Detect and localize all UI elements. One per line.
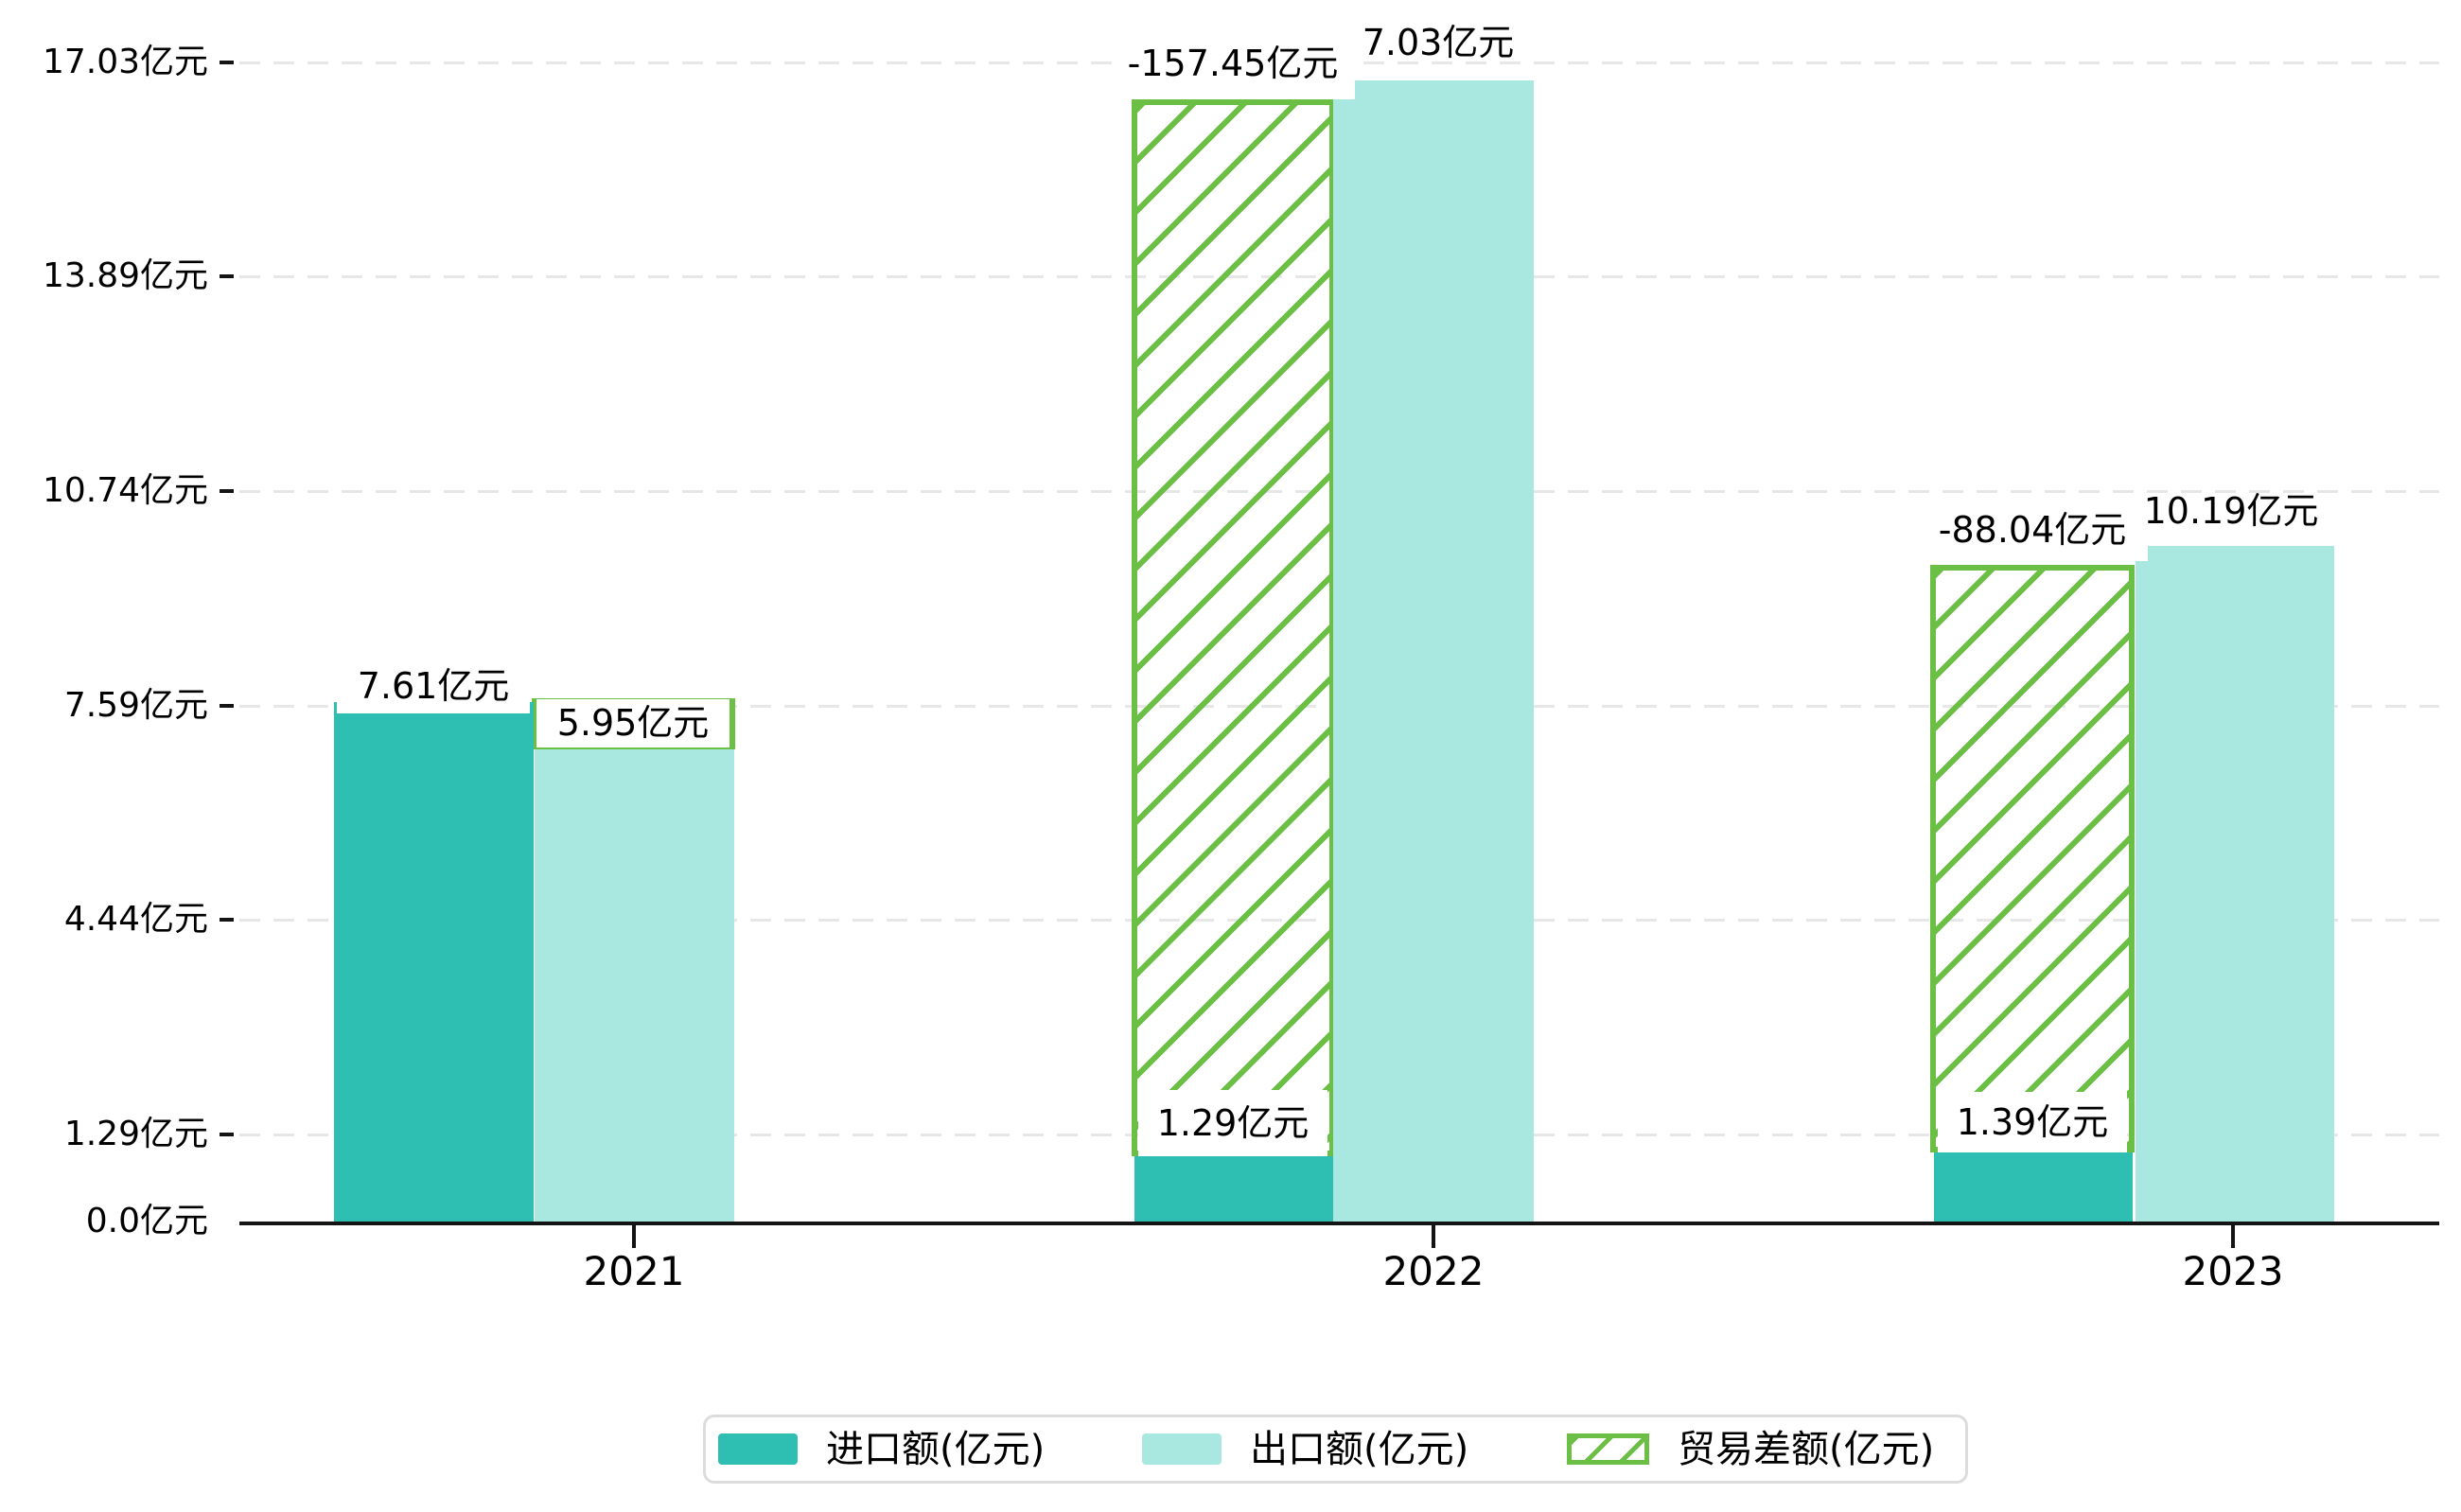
y-axis-label: 10.74亿元 — [42, 471, 208, 510]
bar-2021-import[interactable] — [334, 702, 534, 1222]
bar-2023-export[interactable] — [2136, 546, 2334, 1222]
bar-2023-import[interactable] — [1934, 1152, 2133, 1222]
value-label: 5.95亿元 — [556, 702, 710, 744]
legend-item-import[interactable]: 进口额(亿元) — [718, 1417, 1045, 1481]
legend-item-label: 进口额(亿元) — [826, 1427, 1046, 1471]
value-label: 7.03亿元 — [1362, 22, 1515, 63]
y-axis-label: 0.0亿元 — [85, 1202, 208, 1240]
value-label-box — [1926, 499, 2148, 561]
legend-item-export[interactable]: 出口额(亿元) — [1142, 1417, 1468, 1481]
x-axis-label: 2022 — [1382, 1248, 1485, 1294]
y-axis-tick — [220, 274, 234, 278]
import-swatch-icon — [718, 1433, 798, 1465]
value-label-box — [337, 659, 530, 713]
legend-item-label: 贸易差额(亿元) — [1678, 1427, 1935, 1471]
x-axis-tick — [632, 1223, 636, 1248]
value-label: 10.19亿元 — [2143, 490, 2319, 532]
y-axis-label: 4.44亿元 — [63, 900, 208, 939]
bar-2023-balance[interactable] — [1930, 565, 2135, 1152]
value-label-box — [536, 699, 730, 747]
y-axis-label: 1.29亿元 — [63, 1115, 208, 1153]
y-axis-tick — [220, 918, 234, 922]
export-swatch-icon — [1142, 1433, 1222, 1465]
y-axis-label: 13.89亿元 — [42, 256, 208, 295]
value-label: -88.04亿元 — [1938, 509, 2127, 551]
y-axis-tick — [220, 1133, 234, 1136]
trade-balance-hatch-swatch-icon — [1567, 1433, 1649, 1465]
x-axis-tick — [1432, 1223, 1435, 1248]
value-label: 7.61亿元 — [357, 665, 510, 707]
y-axis-tick — [220, 489, 234, 493]
value-label: -157.45亿元 — [1127, 43, 1339, 84]
y-axis-label: 17.03亿元 — [42, 43, 208, 81]
legend: 进口额(亿元) 出口额(亿元) 贸易差额(亿元) — [703, 1415, 1968, 1484]
x-axis-label: 2023 — [2182, 1248, 2284, 1294]
value-label-box — [1938, 1092, 2127, 1152]
value-label-box — [1116, 31, 1355, 99]
x-axis-label: 2021 — [583, 1248, 685, 1294]
legend-item-trade-balance[interactable]: 贸易差额(亿元) — [1567, 1417, 1934, 1481]
bar-2022-balance[interactable] — [1132, 99, 1335, 1156]
x-axis-tick — [2231, 1223, 2235, 1248]
y-axis-tick — [220, 704, 234, 708]
legend-item-label: 出口额(亿元) — [1250, 1427, 1469, 1471]
y-axis-label: 7.59亿元 — [63, 686, 208, 725]
y-axis-tick — [220, 61, 234, 64]
bar-2022-export[interactable] — [1333, 80, 1534, 1222]
value-label: 1.39亿元 — [1956, 1101, 2109, 1143]
bar-2022-import[interactable] — [1134, 1156, 1333, 1222]
x-axis-line — [239, 1222, 2439, 1225]
value-label: 1.29亿元 — [1156, 1102, 1310, 1144]
value-label-box — [1138, 1090, 1327, 1156]
bar-2021-export[interactable] — [535, 749, 734, 1222]
